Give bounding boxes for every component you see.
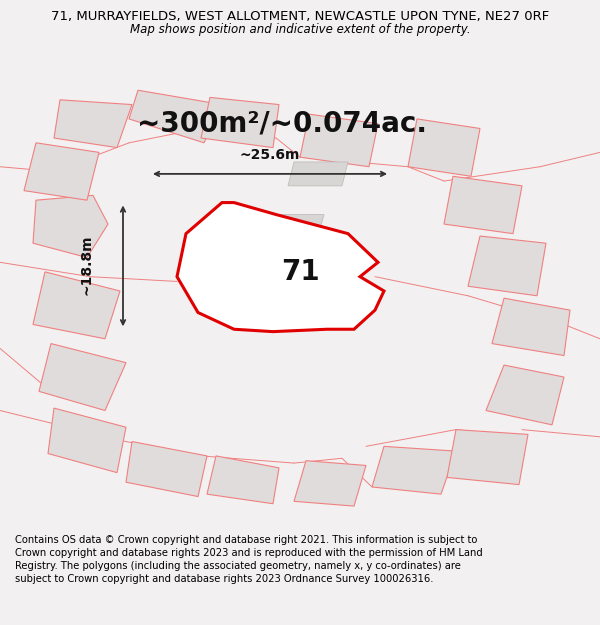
Text: ~18.8m: ~18.8m bbox=[80, 234, 94, 295]
Polygon shape bbox=[294, 461, 366, 506]
Polygon shape bbox=[300, 114, 378, 167]
Text: 71: 71 bbox=[281, 258, 319, 286]
Polygon shape bbox=[33, 272, 120, 339]
Text: ~300m²/~0.074ac.: ~300m²/~0.074ac. bbox=[137, 110, 427, 138]
Polygon shape bbox=[492, 298, 570, 356]
Polygon shape bbox=[468, 236, 546, 296]
Polygon shape bbox=[207, 456, 279, 504]
Polygon shape bbox=[447, 429, 528, 484]
Polygon shape bbox=[408, 119, 480, 176]
Text: Contains OS data © Crown copyright and database right 2021. This information is : Contains OS data © Crown copyright and d… bbox=[15, 535, 483, 584]
Text: ~25.6m: ~25.6m bbox=[240, 148, 300, 162]
Polygon shape bbox=[201, 98, 279, 148]
Polygon shape bbox=[219, 231, 294, 293]
Polygon shape bbox=[288, 162, 348, 186]
Polygon shape bbox=[177, 202, 384, 332]
Polygon shape bbox=[33, 196, 108, 258]
Polygon shape bbox=[372, 446, 456, 494]
Polygon shape bbox=[237, 214, 324, 236]
Polygon shape bbox=[24, 143, 99, 200]
Polygon shape bbox=[129, 90, 222, 143]
Polygon shape bbox=[486, 365, 564, 425]
Polygon shape bbox=[444, 176, 522, 234]
Polygon shape bbox=[39, 344, 126, 411]
Text: Map shows position and indicative extent of the property.: Map shows position and indicative extent… bbox=[130, 23, 470, 36]
Polygon shape bbox=[54, 100, 132, 148]
Text: 71, MURRAYFIELDS, WEST ALLOTMENT, NEWCASTLE UPON TYNE, NE27 0RF: 71, MURRAYFIELDS, WEST ALLOTMENT, NEWCAS… bbox=[51, 11, 549, 23]
Polygon shape bbox=[48, 408, 126, 472]
Polygon shape bbox=[126, 442, 207, 496]
